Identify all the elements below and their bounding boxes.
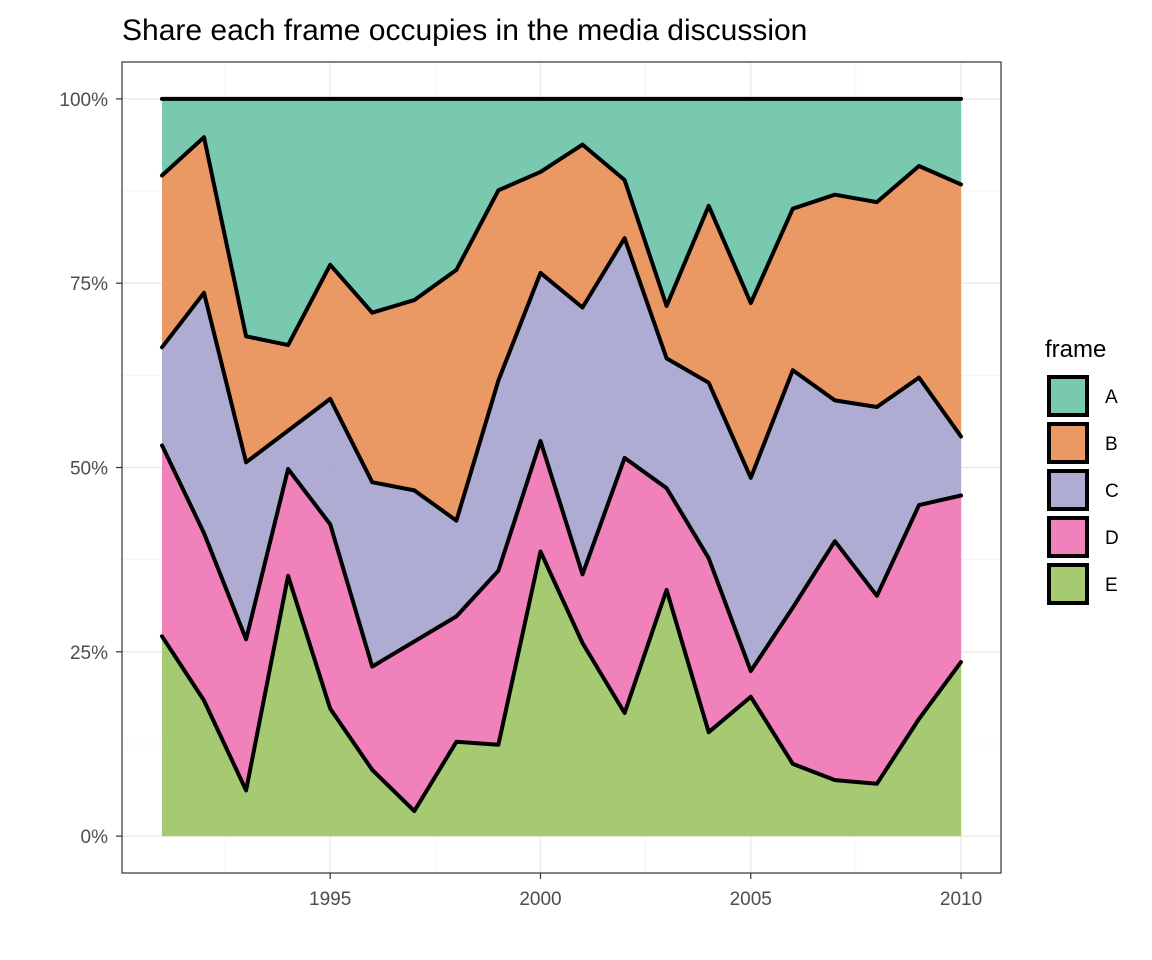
y-axis: 0% 25% 50% 75% 100% — [59, 90, 122, 848]
legend-key-A — [1047, 375, 1089, 417]
area-C — [162, 238, 961, 671]
y-tick-label: 25% — [70, 643, 108, 664]
area-A — [162, 98, 961, 346]
area-outline-C — [160, 236, 963, 523]
legend-label-A: A — [1105, 387, 1118, 408]
area-outlines — [160, 96, 963, 814]
x-tick-label: 2005 — [730, 889, 772, 910]
area-E — [162, 551, 961, 837]
y-tick-label: 50% — [70, 459, 108, 480]
legend-label-D: D — [1105, 528, 1119, 549]
legend: frame A B C D E — [1045, 336, 1119, 605]
legend-key-C — [1047, 469, 1089, 511]
x-tick-label: 1995 — [309, 889, 351, 910]
legend-label-B: B — [1105, 434, 1118, 455]
y-tick-label: 100% — [59, 90, 108, 111]
area-B — [162, 137, 961, 521]
area-D — [162, 441, 961, 812]
legend-key-E — [1047, 563, 1089, 605]
legend-key-B — [1047, 422, 1089, 464]
legend-key-D — [1047, 516, 1089, 558]
legend-title: frame — [1045, 336, 1106, 363]
x-axis: 1995 2000 2005 2010 — [309, 873, 982, 910]
area-outline-B — [160, 135, 963, 348]
x-tick-label: 2000 — [519, 889, 561, 910]
legend-label-C: C — [1105, 481, 1119, 502]
y-tick-label: 0% — [81, 827, 109, 848]
area-outline-E — [160, 549, 963, 814]
x-tick-label: 2010 — [940, 889, 982, 910]
areas — [162, 98, 961, 837]
legend-label-E: E — [1105, 575, 1118, 596]
y-tick-label: 75% — [70, 274, 108, 295]
area-outline-D — [160, 439, 963, 673]
chart-title: Share each frame occupies in the media d… — [122, 14, 807, 47]
